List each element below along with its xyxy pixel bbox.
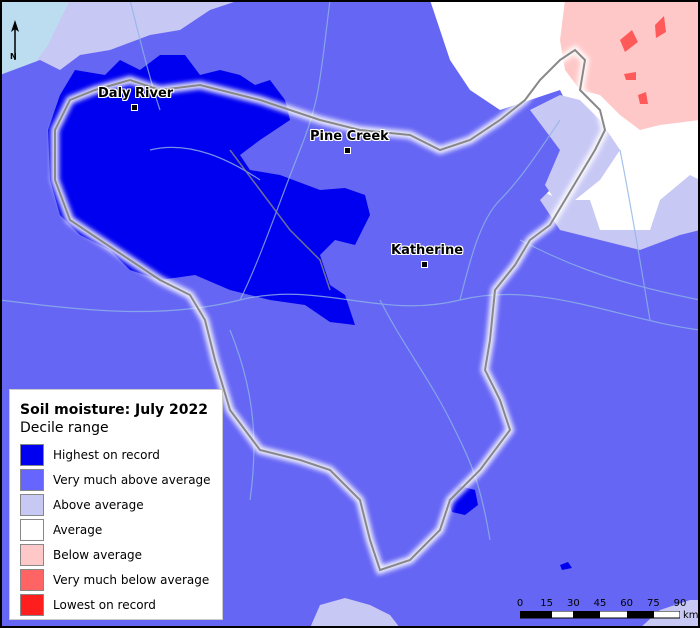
legend-swatch: [20, 443, 44, 466]
inner-boundary: [229, 149, 331, 291]
above-average-wedge: [530, 95, 620, 200]
legend-title: Soil moisture: July 2022: [20, 402, 208, 418]
very-much-below-patch: [638, 92, 648, 104]
north-letter: N: [10, 52, 17, 61]
place-label-katherine: Katherine: [391, 243, 464, 258]
scale-unit: km: [683, 610, 699, 621]
catchment-boundary: [54, 48, 607, 572]
legend-label: Very much below average: [53, 572, 210, 587]
scale-tick-label: 45: [593, 598, 607, 609]
north-arrow-icon: [11, 20, 19, 60]
scale-tick-label: 15: [540, 598, 554, 609]
legend-item: Very much above average: [20, 467, 222, 492]
legend-label: Average: [53, 522, 103, 537]
scale-bar: 0 15 30 45 60 75 90 km: [515, 598, 699, 622]
legend-label: Below average: [53, 547, 143, 562]
very-much-below-patch: [624, 72, 636, 80]
map-legend: Soil moisture: July 2022 Decile range Hi…: [9, 389, 223, 620]
legend-swatch: [20, 468, 44, 491]
legend-item: Above average: [20, 492, 222, 517]
legend-subtitle: Decile range: [20, 420, 109, 436]
legend-label: Highest on record: [53, 447, 160, 462]
town-marker-pine-creek: [344, 147, 351, 154]
legend-swatch: [20, 493, 44, 516]
legend-item: Very much below average: [20, 567, 222, 592]
very-much-below-patch: [620, 30, 638, 52]
very-much-below-patch: [655, 16, 666, 38]
legend-label: Very much above average: [53, 472, 211, 487]
legend-items: Highest on record Very much above average…: [20, 442, 222, 617]
legend-swatch: [20, 543, 44, 566]
legend-item: Below average: [20, 542, 222, 567]
legend-swatch: [20, 593, 44, 616]
legend-item: Lowest on record: [20, 592, 222, 617]
highest-on-record-patch: [560, 562, 572, 570]
legend-label: Above average: [53, 497, 144, 512]
scale-tick-label: 60: [620, 598, 634, 609]
legend-item: Average: [20, 517, 222, 542]
place-label-daly-river: Daly River: [98, 86, 174, 101]
scale-tick-label: 30: [566, 598, 580, 609]
scale-tick-label: 90: [673, 598, 687, 609]
legend-label: Lowest on record: [53, 597, 156, 612]
legend-item: Highest on record: [20, 442, 222, 467]
legend-swatch: [20, 568, 44, 591]
town-marker-daly-river: [131, 104, 138, 111]
rivers: [0, 0, 700, 541]
legend-swatch: [20, 518, 44, 541]
above-average-patch: [310, 598, 400, 628]
scale-tick-label: 75: [646, 598, 660, 609]
scale-bar-graphic: [520, 611, 680, 619]
place-label-pine-creek: Pine Creek: [310, 129, 389, 144]
scale-tick-label: 0: [516, 598, 524, 609]
town-marker-katherine: [421, 261, 428, 268]
